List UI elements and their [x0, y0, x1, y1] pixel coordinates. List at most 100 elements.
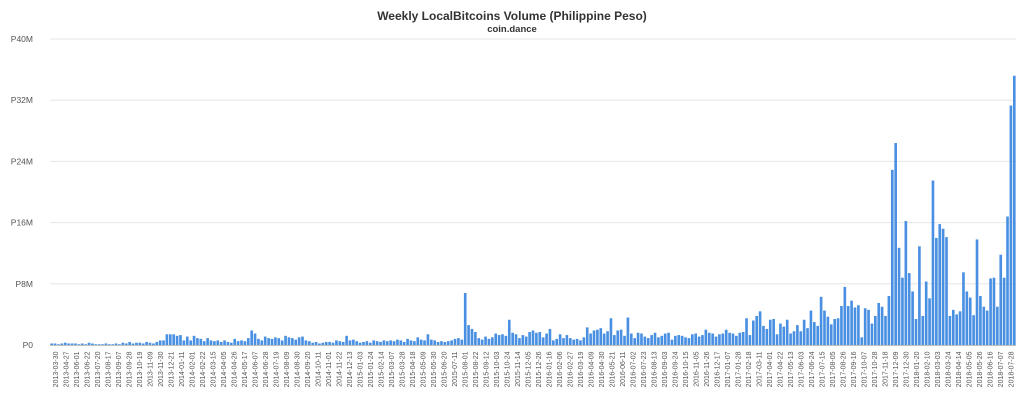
bar [690, 334, 694, 345]
bar [311, 342, 314, 345]
bar [931, 180, 935, 345]
bar [165, 334, 169, 345]
bar [131, 343, 135, 345]
x-tick-label: 2017-12-09 [893, 351, 900, 387]
bar [674, 335, 677, 345]
chart-title: Weekly LocalBitcoins Volume (Philippine … [377, 9, 647, 23]
bar [667, 332, 670, 345]
bar [477, 338, 481, 345]
bar [521, 335, 525, 345]
bar [799, 331, 803, 345]
x-tick-label: 2014-01-11 [179, 351, 186, 386]
bar [518, 338, 521, 345]
bar [819, 296, 823, 345]
bar [792, 331, 796, 345]
x-tick-label: 2015-09-12 [483, 351, 490, 387]
x-tick-label: 2014-04-05 [221, 351, 228, 387]
bar [53, 343, 57, 345]
bar [324, 341, 328, 345]
bar [643, 336, 647, 345]
x-tick-label: 2015-11-14 [515, 351, 522, 386]
bar [867, 309, 870, 345]
bar [335, 340, 338, 345]
bar [735, 335, 738, 345]
bar [765, 328, 769, 345]
y-tick-label: P0 [23, 340, 34, 350]
bar [962, 272, 965, 345]
bar [928, 298, 931, 345]
bar [548, 328, 552, 345]
bar [762, 325, 765, 346]
bar [623, 335, 626, 345]
bar [179, 335, 182, 345]
bar [507, 319, 511, 345]
bar [291, 338, 294, 345]
x-tick-label: 2013-11-30 [158, 351, 165, 386]
bar [887, 296, 891, 345]
x-tick-label: 2016-11-05 [693, 351, 700, 386]
bar [857, 305, 860, 345]
bar [535, 332, 538, 345]
bar [450, 340, 453, 345]
bar [70, 343, 74, 345]
bar [392, 341, 396, 345]
x-tick-label: 2013-06-01 [74, 351, 81, 387]
bar [470, 328, 474, 345]
bar [846, 305, 850, 345]
bar [955, 314, 958, 345]
bar [528, 332, 531, 345]
bar [568, 338, 572, 345]
bar [911, 291, 914, 345]
bar [884, 315, 887, 345]
bar [497, 335, 501, 345]
bar [514, 334, 518, 345]
bar [670, 339, 674, 345]
bar [199, 338, 203, 345]
bar [555, 338, 559, 345]
x-tick-label: 2013-07-20 [95, 351, 102, 387]
y-tick-label: P8M [16, 279, 33, 289]
x-tick-label: 2016-09-03 [662, 351, 669, 387]
x-tick-label: 2018-03-03 [935, 351, 942, 387]
x-tick-label: 2015-10-24 [504, 351, 511, 387]
bar [880, 306, 884, 345]
bar [328, 341, 331, 345]
bar [77, 344, 81, 345]
bar [663, 333, 667, 345]
x-tick-label: 2013-03-30 [53, 351, 60, 387]
x-tick-label: 2018-06-16 [987, 351, 994, 387]
bar [996, 306, 999, 345]
bar [385, 341, 389, 345]
bar [443, 341, 447, 345]
bar [697, 336, 701, 345]
bar [206, 338, 209, 345]
x-tick-label: 2016-06-11 [620, 351, 627, 386]
bar [938, 224, 942, 345]
x-tick-label: 2017-01-07 [725, 351, 732, 387]
bar [358, 342, 362, 345]
bar [375, 341, 379, 345]
bar [60, 343, 64, 345]
y-tick-label: P40M [11, 34, 33, 44]
x-tick-label: 2015-10-03 [494, 351, 501, 387]
bar [484, 336, 487, 345]
bar [148, 342, 152, 345]
bar [724, 329, 728, 345]
bar [368, 342, 372, 345]
bar [714, 336, 718, 345]
x-tick-label: 2016-02-06 [557, 351, 564, 387]
bar [87, 342, 91, 345]
bar [1006, 216, 1009, 345]
x-tick-label: 2018-02-10 [924, 351, 931, 387]
x-tick-label: 2016-01-16 [546, 351, 553, 387]
x-tick-label: 2014-02-22 [200, 351, 207, 387]
bar [209, 340, 213, 345]
bar [172, 334, 176, 345]
x-tick-label: 2017-07-15 [819, 351, 826, 387]
bar [575, 338, 579, 345]
bar [860, 337, 864, 345]
bar [545, 333, 548, 345]
bar [562, 338, 565, 345]
bar [236, 341, 240, 345]
bar [372, 340, 376, 345]
